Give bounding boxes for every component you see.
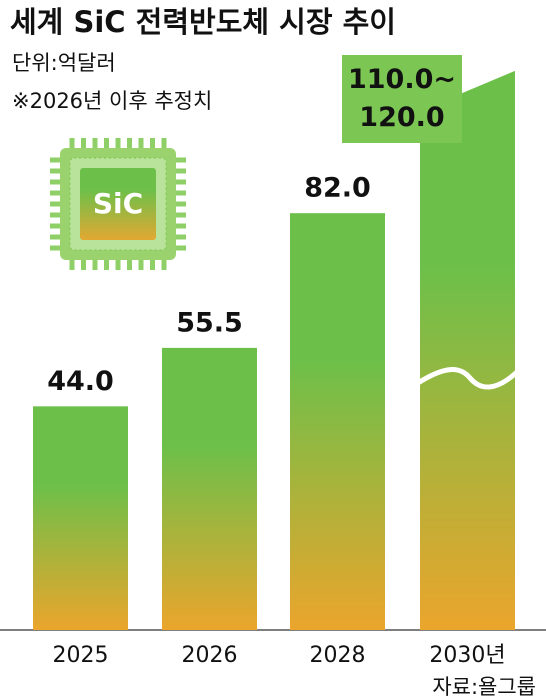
chart-title: 세계 SiC 전력반도체 시장 추이	[10, 5, 396, 39]
bar	[162, 347, 257, 630]
bar	[420, 70, 515, 631]
chip-icon: SiC	[50, 138, 186, 270]
value-label: 55.5	[176, 307, 243, 338]
x-tick-label: 2028	[310, 643, 366, 668]
x-tick-label: 2025	[53, 643, 109, 668]
note: ※2026년 이후 추정치	[12, 89, 212, 113]
icon-label: SiC	[93, 187, 143, 220]
bar	[33, 406, 128, 630]
axis-break	[416, 367, 519, 390]
x-tick-label: 2030년	[429, 643, 505, 668]
value-label: 44.0	[47, 366, 114, 397]
bar	[290, 213, 385, 630]
subtitle: 단위:억달러	[12, 51, 116, 75]
value-label: 82.0	[304, 173, 371, 204]
source: 자료:욜그룹	[432, 675, 536, 699]
x-tick-label: 2026	[182, 643, 238, 668]
value-label: 110.0~ 120.0	[342, 55, 462, 143]
